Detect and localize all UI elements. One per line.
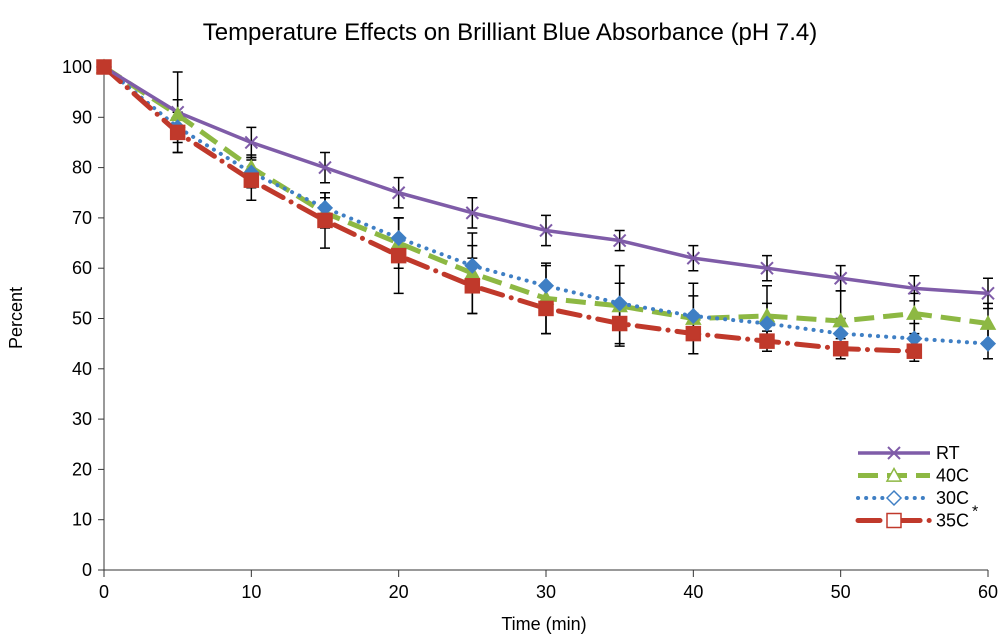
series-line-35c bbox=[101, 64, 917, 354]
legend-label-rt: RT bbox=[936, 443, 960, 463]
y-tick-label: 60 bbox=[72, 258, 92, 278]
y-tick-label: 100 bbox=[62, 57, 92, 77]
data-point-30c bbox=[979, 335, 997, 352]
x-tick-label: 60 bbox=[978, 582, 998, 602]
y-tick-label: 0 bbox=[82, 560, 92, 580]
data-point-35c bbox=[906, 343, 923, 359]
data-markers bbox=[95, 58, 997, 359]
data-point-40c bbox=[979, 314, 997, 330]
data-point-30c bbox=[611, 295, 628, 312]
series-line-rt bbox=[103, 65, 989, 296]
y-tick-label: 50 bbox=[72, 309, 92, 329]
legend-label-40c: 40C bbox=[936, 466, 969, 486]
x-tick-label: 30 bbox=[536, 582, 556, 602]
data-point-35c bbox=[464, 278, 481, 294]
data-point-rt bbox=[981, 286, 995, 301]
data-point-rt bbox=[760, 261, 774, 275]
y-tick-label: 70 bbox=[72, 208, 92, 228]
data-point-35c bbox=[611, 315, 628, 332]
y-tick-label: 30 bbox=[72, 409, 92, 429]
axes: 0 10 20 30 40 50 60 70 80 90 100 0 10 20 30 40 50 60 bbox=[62, 57, 998, 602]
data-point-rt bbox=[833, 271, 848, 285]
chart-title: Temperature Effects on Brilliant Blue Ab… bbox=[203, 19, 818, 46]
legend-marker-40c bbox=[885, 466, 903, 482]
data-point-35c bbox=[759, 333, 775, 349]
data-point-30c bbox=[390, 229, 407, 247]
legend-label-30c: 30C bbox=[936, 488, 969, 508]
data-point-rt bbox=[907, 281, 922, 296]
data-point-35c bbox=[317, 212, 333, 229]
data-point-30c bbox=[832, 325, 849, 342]
data-point-30c bbox=[537, 277, 555, 294]
data-point-rt bbox=[612, 233, 627, 248]
x-tick-label: 10 bbox=[241, 582, 261, 602]
data-point-rt bbox=[539, 223, 553, 238]
legend-marker-rt bbox=[887, 446, 901, 460]
y-axis-label: Percent bbox=[6, 287, 26, 349]
data-point-30c bbox=[464, 257, 481, 274]
data-point-40c bbox=[906, 304, 923, 320]
x-tick-label: 0 bbox=[99, 582, 109, 602]
legend-marker-30c bbox=[885, 489, 903, 507]
data-point-35c bbox=[390, 247, 407, 264]
x-tick-label: 20 bbox=[389, 582, 409, 602]
data-point-rt bbox=[465, 206, 480, 220]
data-point-35c bbox=[243, 172, 260, 188]
data-point-30c bbox=[685, 307, 702, 325]
data-point-rt bbox=[686, 251, 701, 265]
x-tick-label: 40 bbox=[683, 582, 703, 602]
data-point-rt bbox=[244, 135, 259, 150]
data-point-35c bbox=[96, 59, 112, 75]
legend-marker-35c bbox=[886, 512, 902, 529]
data-point-35c bbox=[832, 340, 849, 357]
x-tick-label: 50 bbox=[831, 582, 851, 602]
data-point-35c bbox=[169, 124, 186, 141]
x-axis-label: Time (min) bbox=[501, 614, 586, 634]
legend-asterisk: * bbox=[972, 504, 978, 521]
y-tick-label: 10 bbox=[72, 510, 92, 530]
data-point-rt bbox=[391, 186, 406, 200]
y-tick-label: 80 bbox=[72, 158, 92, 178]
y-tick-label: 20 bbox=[72, 459, 92, 479]
data-point-rt bbox=[318, 160, 332, 175]
data-point-35c bbox=[538, 300, 554, 317]
y-tick-label: 90 bbox=[72, 107, 92, 127]
y-tick-label: 40 bbox=[72, 359, 92, 379]
legend-label-35c: 35C bbox=[936, 511, 969, 531]
data-point-30c bbox=[758, 315, 776, 332]
data-point-35c bbox=[685, 325, 702, 342]
